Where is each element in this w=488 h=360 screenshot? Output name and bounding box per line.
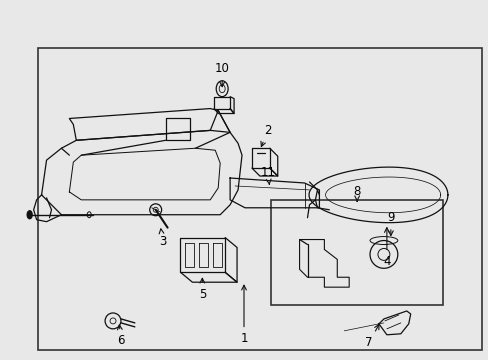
Bar [271,200,443,305]
Text: 8: 8 [353,185,360,201]
Text: 10: 10 [214,62,229,87]
Text: 9: 9 [386,211,394,235]
Bar [38,48,481,350]
Text: 6: 6 [117,325,124,347]
Text: 3: 3 [159,229,166,248]
Text: 2: 2 [261,124,271,147]
Text: 4: 4 [383,228,390,268]
Ellipse shape [27,211,32,219]
Text: 1: 1 [240,285,247,345]
Text: 5: 5 [198,278,205,301]
Text: 7: 7 [365,324,378,349]
Text: 11: 11 [260,166,275,184]
